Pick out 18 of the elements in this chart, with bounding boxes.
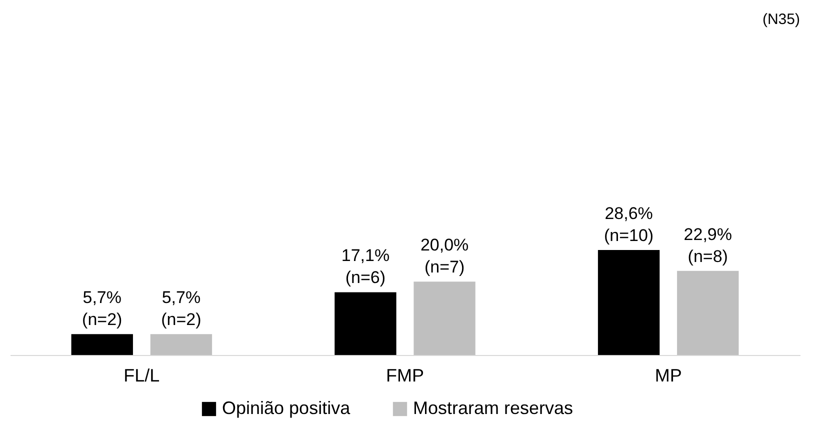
text: (N35) xyxy=(762,11,800,28)
bar xyxy=(598,250,660,355)
bar xyxy=(677,270,739,355)
bar xyxy=(150,334,212,355)
x-tick-label: FL/L xyxy=(124,366,160,386)
data-label: 17,1% (n=6) xyxy=(341,246,390,288)
data-label: 28,6% (n=10) xyxy=(604,204,654,245)
x-tick-label: MP xyxy=(654,366,682,386)
bar xyxy=(71,334,133,355)
bar xyxy=(334,292,396,355)
legend-label: Opinião positiva xyxy=(222,398,352,418)
data-label: 5,7% (n=2) xyxy=(82,288,122,330)
data-label: 22,9% (n=8) xyxy=(684,224,732,266)
bar xyxy=(414,282,476,355)
data-label: 5,7% (n=2) xyxy=(161,288,202,330)
data-label: 20,0% (n=7) xyxy=(420,236,469,277)
legend-label: Mostraram reservas xyxy=(413,398,574,418)
x-tick-label: FMP xyxy=(386,366,424,386)
